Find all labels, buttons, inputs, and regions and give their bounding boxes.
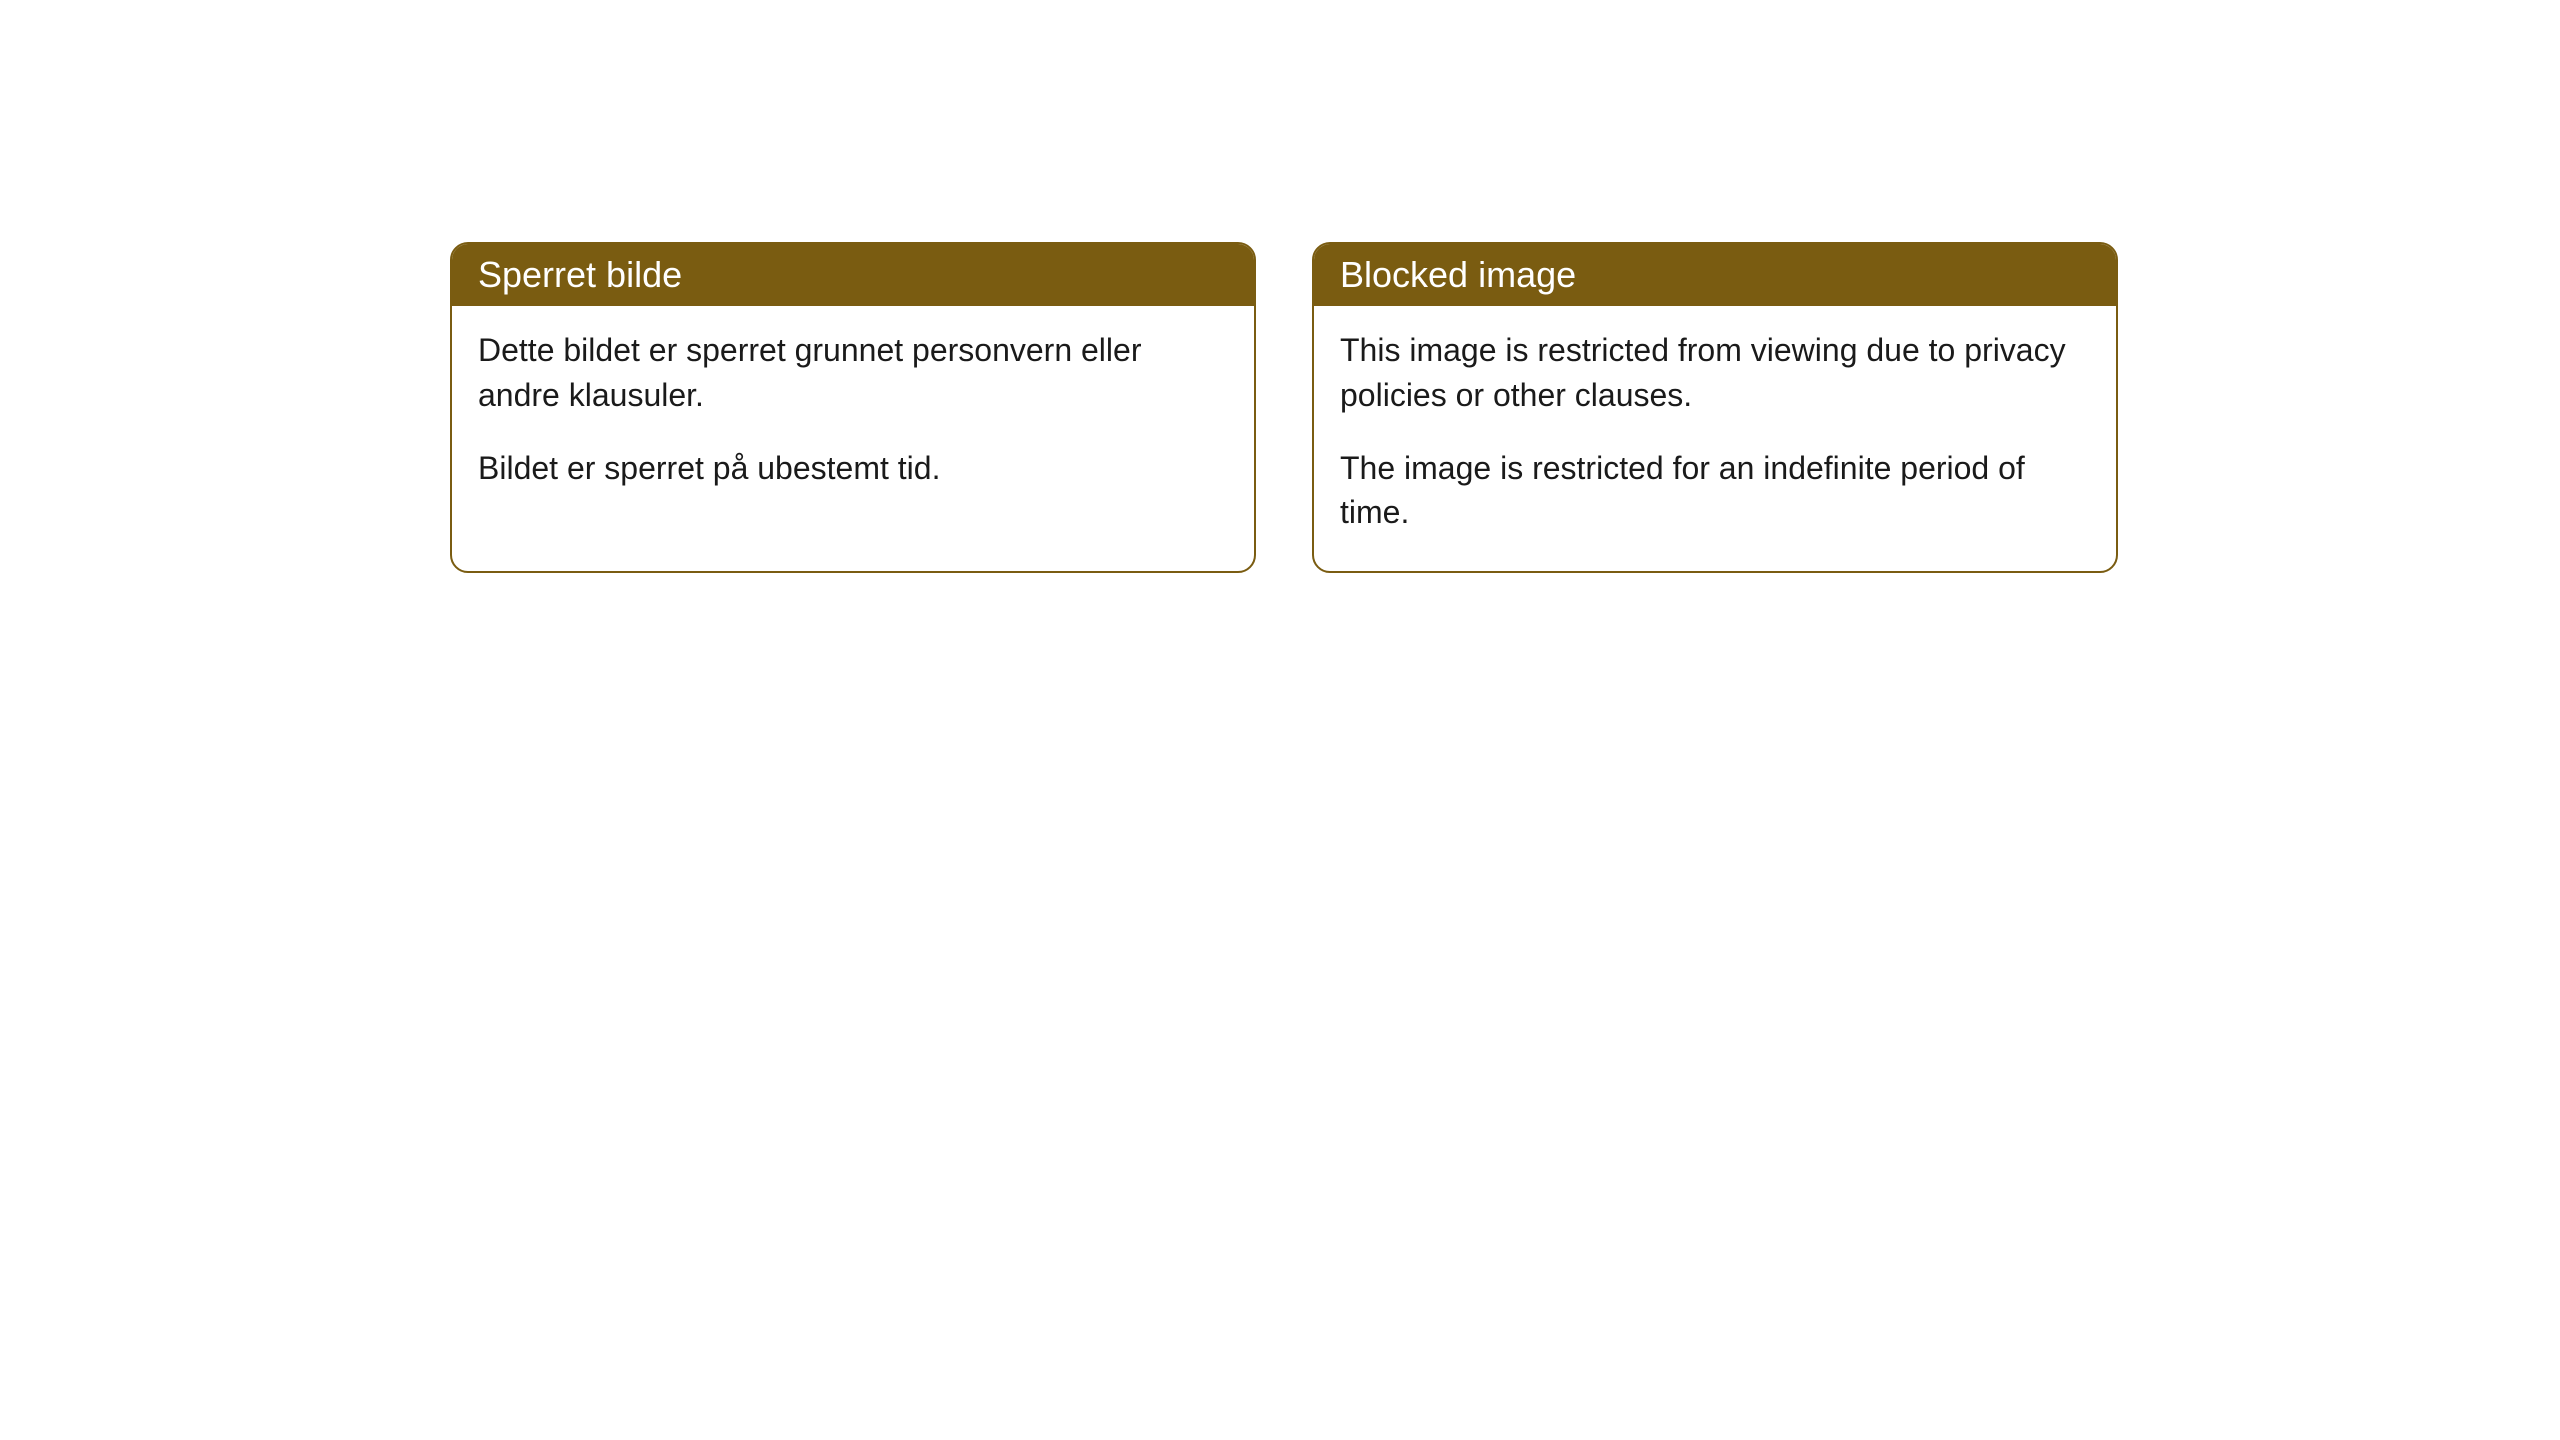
card-paragraph: Bildet er sperret på ubestemt tid. [478, 446, 1228, 491]
blocked-image-card-norwegian: Sperret bilde Dette bildet er sperret gr… [450, 242, 1256, 573]
cards-container: Sperret bilde Dette bildet er sperret gr… [450, 242, 2118, 573]
card-title: Blocked image [1340, 254, 1576, 295]
card-header: Sperret bilde [452, 244, 1254, 306]
card-title: Sperret bilde [478, 254, 682, 295]
card-paragraph: The image is restricted for an indefinit… [1340, 446, 2090, 536]
card-body: Dette bildet er sperret grunnet personve… [452, 306, 1254, 526]
card-paragraph: Dette bildet er sperret grunnet personve… [478, 328, 1228, 418]
card-paragraph: This image is restricted from viewing du… [1340, 328, 2090, 418]
card-body: This image is restricted from viewing du… [1314, 306, 2116, 571]
card-header: Blocked image [1314, 244, 2116, 306]
blocked-image-card-english: Blocked image This image is restricted f… [1312, 242, 2118, 573]
